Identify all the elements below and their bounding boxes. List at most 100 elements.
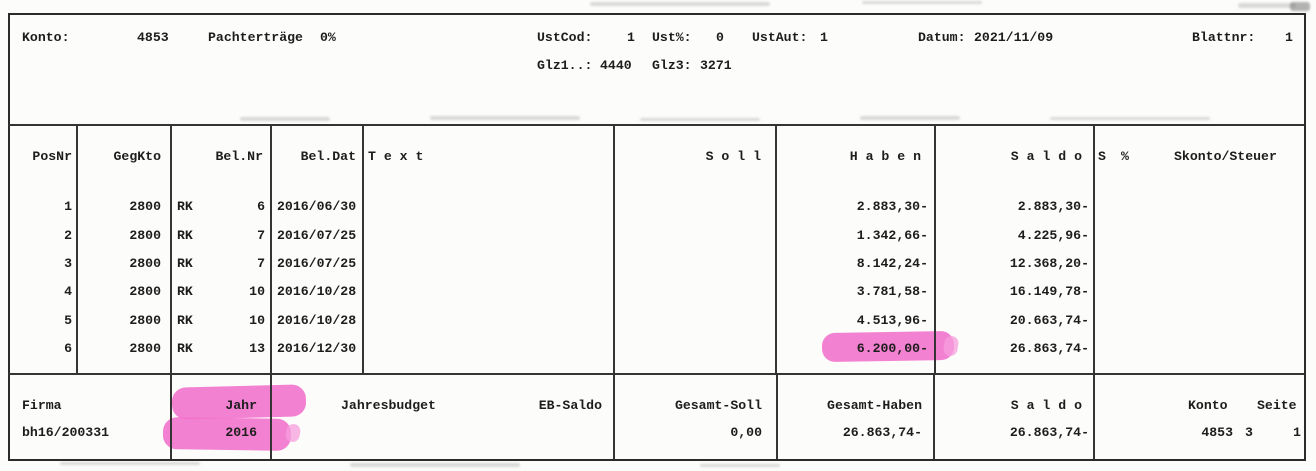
col-rule-haben	[934, 124, 936, 373]
footer-gesamt-haben-value: 26.863,74-	[842, 425, 922, 440]
footer-konto-value: 4853	[1201, 425, 1233, 440]
col-rule-belnr	[270, 124, 272, 373]
col-header-haben: H a b e n	[849, 149, 921, 164]
cell-beldat: 2016/07/25	[277, 256, 357, 271]
cell-gegkto: 2800	[129, 199, 161, 214]
cell-posnr: 2	[64, 228, 72, 243]
ustcod-label: UstCod:	[537, 30, 593, 45]
col-rule-posnr	[76, 124, 78, 373]
account-name: Pachterträge	[208, 30, 303, 45]
scan-artifact	[60, 462, 200, 465]
document-border	[8, 13, 1306, 461]
scan-artifact	[590, 2, 770, 6]
cell-saldo: 20.663,74-	[1009, 313, 1089, 328]
cell-beldat: 2016/12/30	[277, 341, 357, 356]
cell-haben: 1.342,66-	[856, 228, 928, 243]
cell-belart: RK	[177, 341, 193, 356]
cell-belart: RK	[177, 199, 193, 214]
ustcod-value: 1	[627, 30, 635, 45]
scan-artifact	[640, 118, 760, 121]
footer-firma-label: Firma	[22, 398, 62, 413]
col-rule-beldat	[362, 124, 364, 373]
scan-artifact	[1238, 3, 1296, 8]
cell-gegkto: 2800	[129, 284, 161, 299]
footer-jahr-label: Jahr	[225, 398, 257, 413]
glz1-label: Glz1..:	[537, 58, 593, 73]
footer-eb-saldo-label: EB-Saldo	[538, 398, 602, 413]
footer-rule-ebsaldo	[613, 373, 615, 459]
cell-gegkto: 2800	[129, 256, 161, 271]
scan-artifact	[350, 463, 520, 467]
col-header-skonto: Skonto/Steuer	[1174, 149, 1277, 164]
ustaut-label: UstAut:	[752, 30, 808, 45]
footer-saldo-label: S a l d o	[1010, 398, 1082, 413]
table-row: 4 2800 RK 10 2016/10/28 3.781,58- 16.149…	[0, 285, 1316, 299]
cell-haben: 2.883,30-	[856, 199, 928, 214]
cell-beldat: 2016/06/30	[277, 199, 357, 214]
scan-artifact	[1050, 117, 1210, 120]
col-header-gegkto: GegKto	[113, 149, 161, 164]
account-pct: 0%	[320, 30, 336, 45]
cell-belnr: 10	[249, 284, 265, 299]
scan-artifact	[240, 117, 330, 121]
col-header-belnr: Bel.Nr	[215, 149, 263, 164]
footer-konto-label: Konto	[1188, 398, 1228, 413]
cell-saldo: 4.225,96-	[1017, 228, 1089, 243]
cell-posnr: 5	[64, 313, 72, 328]
konto-value: 4853	[137, 30, 169, 45]
table-footer-rule	[8, 373, 1304, 375]
col-rule-saldo	[1093, 124, 1095, 373]
ust-pct-value: 0	[716, 30, 724, 45]
cell-belart: RK	[177, 256, 193, 271]
cell-belart: RK	[177, 313, 193, 328]
glz3-value: 3271	[700, 58, 732, 73]
table-row: 1 2800 RK 6 2016/06/30 2.883,30- 2.883,3…	[0, 200, 1316, 214]
footer-gesamt-haben-label: Gesamt-Haben	[827, 398, 922, 413]
cell-saldo: 2.883,30-	[1017, 199, 1089, 214]
footer-rule-firma	[170, 373, 172, 459]
col-header-text: T e x t	[368, 149, 424, 164]
cell-posnr: 3	[64, 256, 72, 271]
cell-belart: RK	[177, 284, 193, 299]
footer-rule-gesamtsoll	[776, 373, 778, 459]
cell-belart: RK	[177, 228, 193, 243]
col-header-posnr: PosNr	[32, 149, 72, 164]
col-rule-text	[613, 124, 615, 373]
table-top-rule	[8, 124, 1304, 126]
footer-gesamt-soll-value: 0,00	[730, 425, 762, 440]
footer-jahr-value: 2016	[225, 425, 257, 440]
footer-seite-value: 1	[1293, 425, 1301, 440]
col-rule-gegkto	[170, 124, 172, 373]
table-row: 2 2800 RK 7 2016/07/25 1.342,66- 4.225,9…	[0, 229, 1316, 243]
ustaut-value: 1	[820, 30, 828, 45]
scan-artifact	[862, 1, 982, 4]
datum-value: 2021/11/09	[974, 30, 1054, 45]
col-header-pct: %	[1121, 149, 1129, 164]
scan-artifact	[1290, 2, 1310, 11]
cell-haben: 8.142,24-	[856, 256, 928, 271]
cell-posnr: 4	[64, 284, 72, 299]
footer-rule-jahr	[270, 373, 272, 459]
cell-haben: 4.513,96-	[856, 313, 928, 328]
cell-haben: 6.200,00-	[856, 341, 928, 356]
datum-label: Datum:	[918, 30, 966, 45]
scan-artifact	[860, 116, 960, 120]
cell-saldo: 12.368,20-	[1009, 256, 1089, 271]
cell-haben: 3.781,58-	[856, 284, 928, 299]
scan-artifact	[430, 116, 580, 120]
glz1-value: 4440	[600, 58, 632, 73]
ust-pct-label: Ust%:	[652, 30, 692, 45]
col-header-s: S	[1098, 149, 1106, 164]
cell-belnr: 7	[257, 256, 265, 271]
footer-rule-gesamthaben	[933, 373, 935, 459]
footer-konto-extra-value: 3	[1245, 425, 1253, 440]
table-row-highlighted: 6 2800 RK 13 2016/12/30 6.200,00- 26.863…	[0, 342, 1316, 356]
cell-gegkto: 2800	[129, 341, 161, 356]
cell-posnr: 1	[64, 199, 72, 214]
col-header-saldo: S a l d o	[1010, 149, 1082, 164]
glz3-label: Glz3:	[652, 58, 692, 73]
cell-beldat: 2016/07/25	[277, 228, 357, 243]
col-header-soll: S o l l	[705, 149, 761, 164]
footer-saldo-value: 26.863,74-	[1009, 425, 1089, 440]
